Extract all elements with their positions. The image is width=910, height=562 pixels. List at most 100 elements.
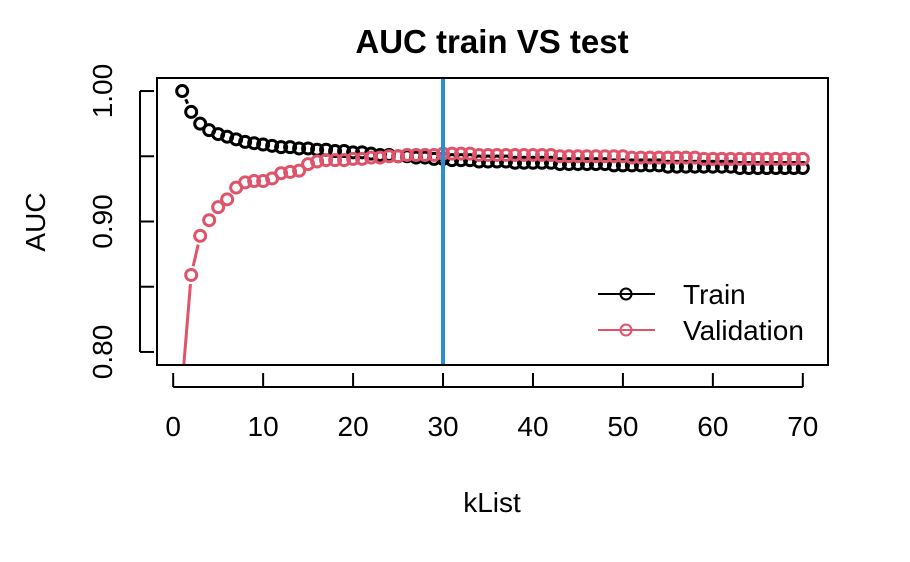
data-point — [301, 141, 316, 156]
data-point — [579, 157, 594, 172]
data-point — [615, 158, 630, 173]
data-point — [570, 149, 585, 164]
data-point — [498, 147, 513, 162]
data-point — [274, 140, 289, 155]
data-point — [481, 154, 496, 169]
data-point — [714, 151, 729, 166]
data-point — [220, 192, 235, 207]
x-tick-label: 0 — [165, 411, 181, 442]
data-point — [256, 137, 271, 152]
data-point — [777, 161, 792, 176]
y-tick-label: 1.00 — [87, 64, 118, 119]
data-point — [678, 159, 693, 174]
y-axis: 0.80 0.90 1.00 — [87, 64, 154, 379]
data-point — [184, 267, 199, 282]
legend-marker-train — [619, 287, 633, 301]
data-point — [705, 159, 720, 174]
data-point — [714, 159, 729, 174]
legend-label-train: Train — [683, 279, 746, 310]
data-point — [543, 147, 558, 162]
data-point — [346, 145, 361, 160]
data-point — [337, 153, 352, 168]
data-point — [606, 149, 621, 164]
data-point — [507, 155, 522, 170]
data-point — [597, 157, 612, 172]
data-point — [418, 147, 433, 162]
data-point — [337, 144, 352, 159]
data-point — [795, 151, 810, 166]
data-point — [364, 150, 379, 165]
data-point — [768, 151, 783, 166]
legend-label-validation: Validation — [683, 315, 804, 346]
data-point — [238, 175, 253, 190]
data-point — [346, 151, 361, 166]
data-point — [660, 150, 675, 165]
data-point — [211, 200, 226, 215]
data-point — [481, 147, 496, 162]
data-point — [445, 146, 460, 161]
data-point — [687, 159, 702, 174]
data-point — [489, 147, 504, 162]
series-segment — [182, 283, 192, 365]
data-point — [561, 149, 576, 164]
data-point — [247, 136, 262, 151]
data-point — [633, 158, 648, 173]
data-point — [687, 150, 702, 165]
legend: Train Validation — [598, 279, 804, 346]
y-tick-label: 0.90 — [87, 194, 118, 249]
data-point — [427, 147, 442, 162]
data-point — [741, 161, 756, 176]
data-point — [382, 149, 397, 164]
data-point — [525, 147, 540, 162]
data-point — [597, 149, 612, 164]
data-point — [777, 151, 792, 166]
data-point — [705, 151, 720, 166]
data-point — [274, 166, 289, 181]
series-segment — [191, 244, 200, 267]
data-point — [373, 150, 388, 165]
data-point — [472, 154, 487, 169]
data-point — [489, 154, 504, 169]
data-point — [795, 161, 810, 176]
data-point — [238, 134, 253, 149]
data-point — [588, 149, 603, 164]
data-point — [579, 149, 594, 164]
x-tick-label: 20 — [338, 411, 369, 442]
data-point — [463, 146, 478, 161]
x-axis: 0 10 20 30 40 50 60 70 — [165, 373, 818, 442]
data-point — [642, 150, 657, 165]
plot-frame — [156, 77, 829, 366]
data-point — [759, 151, 774, 166]
data-point — [283, 140, 298, 155]
data-point — [534, 155, 549, 170]
data-point — [723, 151, 738, 166]
data-point — [328, 153, 343, 168]
data-point — [445, 153, 460, 168]
data-point — [498, 154, 513, 169]
data-point — [292, 141, 307, 156]
data-point — [561, 157, 576, 172]
x-tick-label: 10 — [248, 411, 279, 442]
series-segment — [184, 98, 189, 105]
data-point — [202, 213, 217, 228]
data-point — [319, 153, 334, 168]
x-axis-label: kList — [463, 487, 521, 518]
data-point — [660, 159, 675, 174]
x-tick-label: 60 — [697, 411, 728, 442]
data-point — [472, 147, 487, 162]
data-point — [265, 138, 280, 153]
data-point — [177, 379, 188, 390]
data-point — [543, 155, 558, 170]
data-point — [507, 147, 522, 162]
data-point — [732, 151, 747, 166]
data-point — [696, 151, 711, 166]
data-point — [642, 158, 657, 173]
data-point — [292, 163, 307, 178]
data-point — [328, 144, 343, 159]
data-point — [175, 84, 190, 99]
data-point — [310, 154, 325, 169]
data-point — [669, 159, 684, 174]
data-point — [570, 157, 585, 172]
data-point — [696, 159, 711, 174]
